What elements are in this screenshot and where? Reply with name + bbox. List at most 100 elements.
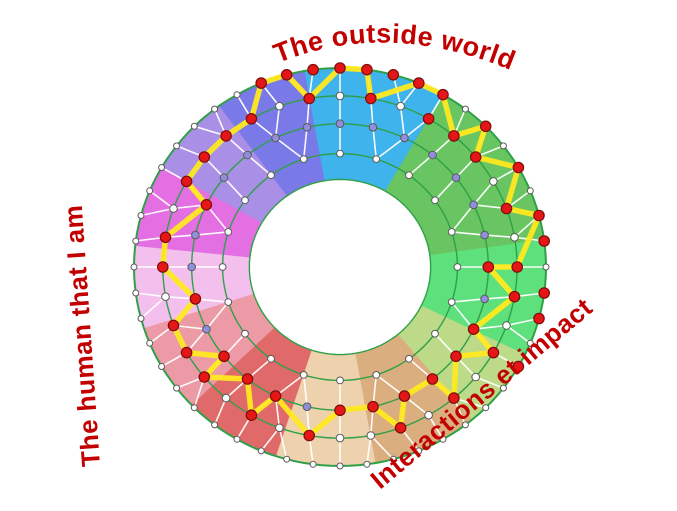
node (439, 435, 447, 443)
node (224, 298, 233, 307)
node (415, 447, 423, 455)
node (372, 371, 381, 379)
highlight-node (394, 421, 407, 434)
highlight-node (533, 312, 545, 325)
node (173, 142, 181, 150)
node (267, 171, 275, 180)
node (267, 354, 275, 363)
node (336, 462, 344, 470)
highlight-node (334, 404, 346, 417)
node (499, 384, 507, 392)
highlight-node (157, 261, 169, 273)
highlight-node (364, 92, 377, 105)
highlight-node (198, 371, 211, 383)
highlight-node (487, 346, 500, 359)
node (335, 433, 345, 443)
node (526, 187, 534, 195)
node (431, 196, 439, 205)
node (187, 262, 196, 272)
node (480, 230, 489, 240)
highlight-node (303, 92, 315, 105)
node (137, 212, 145, 219)
node (502, 321, 511, 330)
node (161, 292, 170, 302)
highlight-node (426, 373, 439, 385)
node (428, 150, 437, 160)
node (221, 393, 231, 403)
node (405, 171, 413, 180)
node (146, 187, 154, 195)
node (302, 123, 312, 132)
node (169, 204, 178, 213)
node (526, 339, 534, 347)
highlight-node (450, 350, 462, 363)
node (190, 404, 198, 412)
highlight-node (512, 360, 525, 373)
node (302, 402, 312, 412)
node (132, 237, 140, 245)
node (482, 404, 490, 412)
node (146, 339, 154, 347)
highlight-node (245, 113, 258, 125)
highlight-node (508, 290, 521, 303)
node (335, 119, 345, 128)
node (137, 315, 145, 322)
node (211, 421, 219, 429)
highlight-node (220, 130, 232, 142)
highlight-node (479, 120, 492, 133)
node (405, 354, 413, 363)
ring-line-4 (248, 178, 432, 356)
node (447, 228, 456, 236)
highlight-node (159, 231, 172, 244)
node (542, 263, 550, 271)
node (299, 155, 308, 164)
highlight-node (448, 392, 460, 404)
node (158, 164, 166, 171)
highlight-node (198, 151, 211, 163)
highlight-node (367, 400, 379, 413)
highlight-node (538, 287, 550, 299)
highlight-node (269, 390, 282, 402)
node (132, 289, 140, 297)
highlight-node (189, 293, 202, 305)
node (173, 384, 181, 392)
node (424, 410, 433, 420)
label-outside-world-text: The outside world (269, 19, 519, 76)
node (219, 173, 229, 182)
node (158, 363, 166, 370)
node (283, 455, 291, 463)
highlight-node (255, 77, 267, 89)
highlight-node (512, 161, 525, 174)
node (431, 329, 439, 338)
highlight-node (241, 373, 254, 385)
node (366, 431, 376, 440)
highlight-node (334, 62, 346, 74)
highlight-node (280, 69, 293, 81)
highlight-node (361, 63, 373, 76)
node (368, 123, 378, 132)
node (510, 233, 519, 242)
node (396, 101, 405, 111)
node (233, 435, 241, 443)
node (299, 371, 308, 379)
highlight-node (180, 175, 193, 188)
node (202, 324, 211, 334)
mesh-lines (134, 68, 546, 466)
node (389, 455, 397, 463)
node (363, 460, 371, 468)
highlight-node (218, 350, 230, 363)
highlight-node (245, 409, 258, 421)
highlight-node (448, 130, 460, 142)
highlight-node (200, 199, 213, 211)
node (336, 376, 344, 385)
node (471, 372, 481, 382)
node (372, 155, 381, 164)
highlight-node (398, 390, 411, 402)
node (336, 149, 344, 158)
label-outside-world: The outside world (269, 19, 519, 76)
node (453, 263, 462, 271)
highlight-node (533, 209, 545, 222)
node (447, 298, 456, 307)
